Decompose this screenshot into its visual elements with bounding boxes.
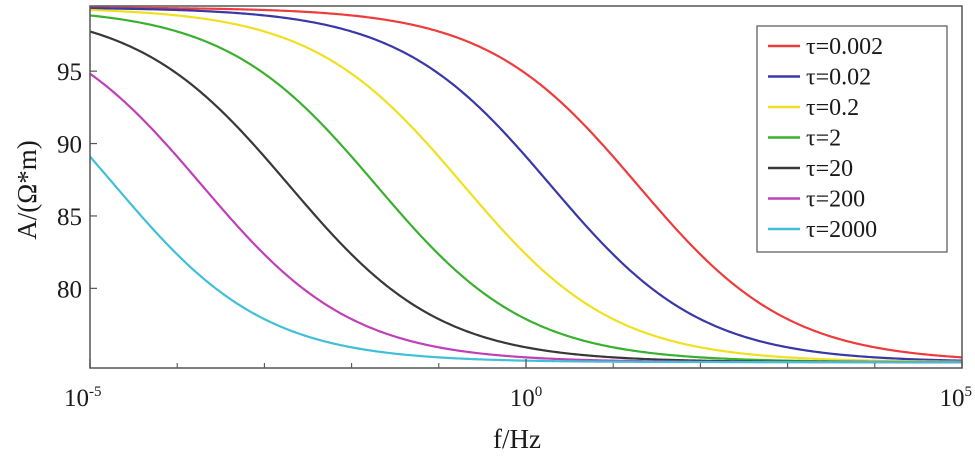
legend-entry-label: τ=2: [806, 126, 841, 152]
x-tick-label: 105: [940, 384, 973, 412]
y-axis-label: A/(Ω*m): [12, 140, 42, 240]
x-tick-label: 100: [510, 384, 543, 412]
y-tick-label: 85: [57, 204, 82, 231]
series-line-τ=0.02: [90, 7, 962, 362]
series-line-τ=0.002: [90, 6, 962, 359]
legend-box: [756, 25, 948, 253]
x-axis: 10-5 100 105: [64, 359, 972, 412]
legend-entry-label: τ=0.002: [806, 34, 883, 60]
legend-entry-label: τ=0.2: [806, 95, 859, 121]
x-axis-label: f/Hz: [493, 424, 541, 454]
legend-entry-label: τ=2000: [806, 217, 877, 243]
series-line-τ=0.2: [90, 8, 962, 363]
y-axis: 80 85 90 95: [57, 59, 97, 303]
y-tick-label: 80: [57, 276, 82, 303]
legend: τ=0.002 τ=0.02 τ=0.2 τ=2 τ=20 τ=200 τ=2000: [756, 25, 948, 253]
legend-entry-label: τ=0.02: [806, 65, 871, 91]
legend-entry-label: τ=200: [806, 187, 865, 213]
x-tick-label: 10-5: [64, 384, 102, 412]
y-tick-label: 90: [57, 132, 82, 159]
y-tick-label: 95: [57, 59, 82, 86]
series-layer: [90, 6, 962, 364]
legend-entry-label: τ=20: [806, 156, 853, 182]
